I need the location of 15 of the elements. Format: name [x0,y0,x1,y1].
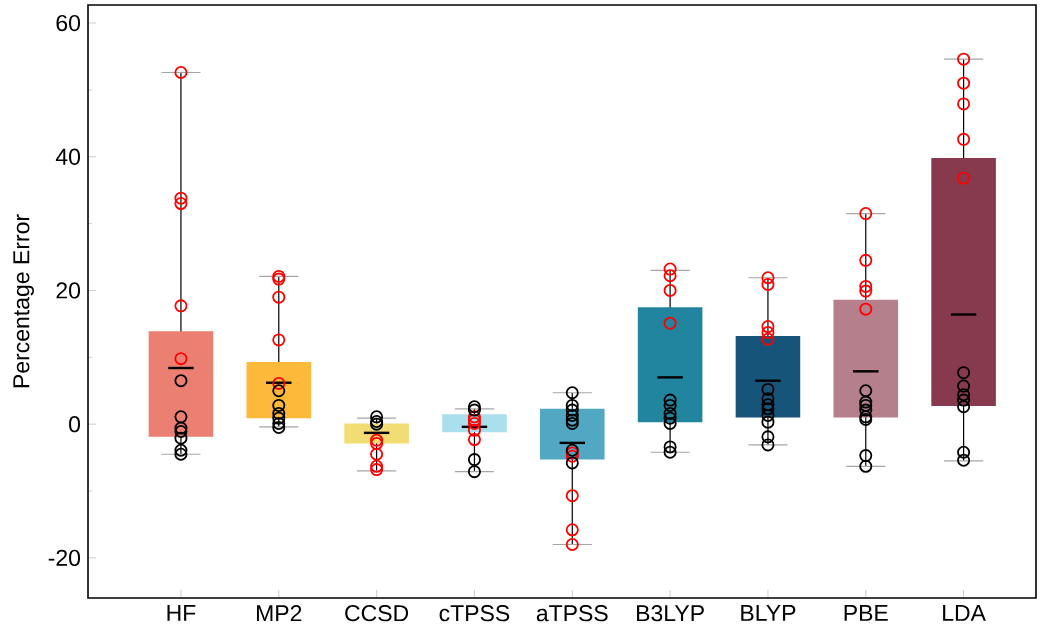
y-tick-label: 0 [69,416,81,433]
y-tick-label: 20 [56,282,81,299]
y-axis-title: Percentage Error [13,214,34,388]
x-tick-label: CCSD [345,605,409,622]
x-tick-label: MP2 [257,605,302,622]
x-tick-label: HF [167,605,196,621]
x-tick-label: B3LYP [637,605,704,622]
x-tick-label: PBE [844,605,888,621]
y-tick-label: -20 [48,549,81,567]
x-tick-label: aTPSS [536,605,608,622]
x-tick-label: cTPSS [439,605,510,622]
x-tick-label: BLYP [741,605,796,621]
x-tick-label: LDA [943,605,986,621]
y-tick-label: 60 [56,14,81,32]
y-tick-label: 40 [55,148,81,165]
